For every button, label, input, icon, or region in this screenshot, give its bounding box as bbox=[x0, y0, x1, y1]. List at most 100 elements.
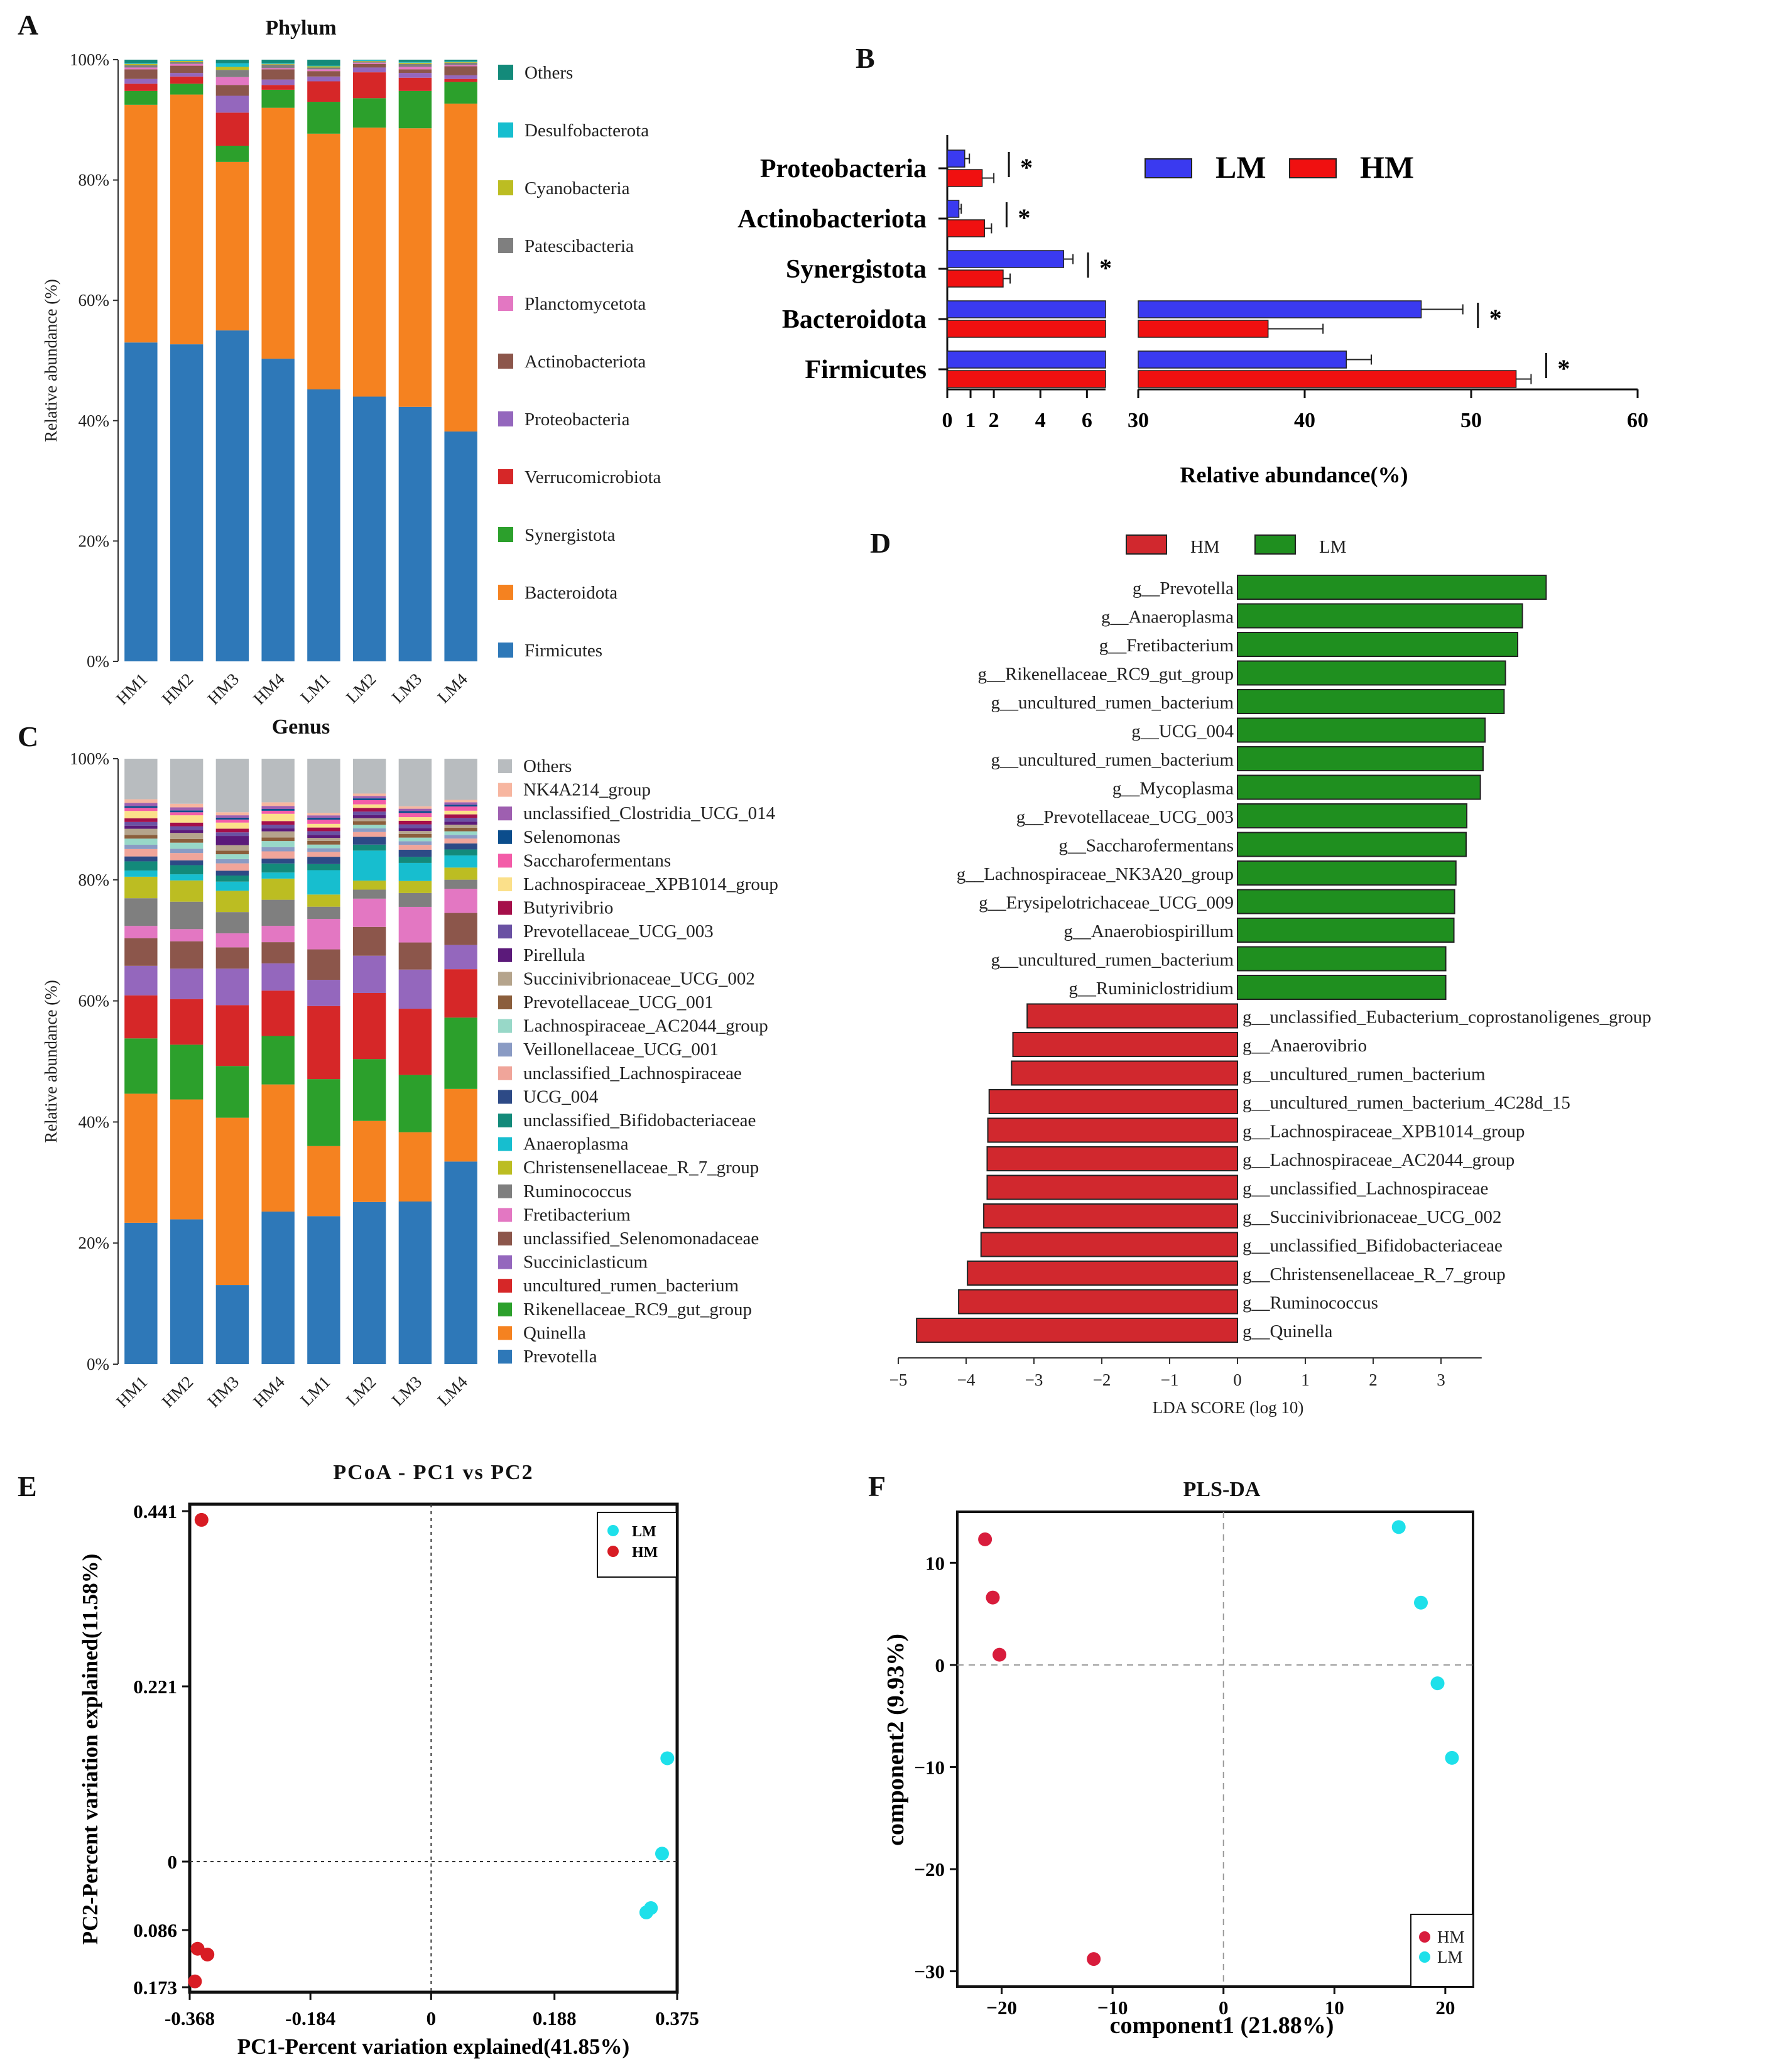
bar-segment bbox=[398, 90, 432, 129]
legend-label: Others bbox=[523, 756, 572, 776]
legend-box bbox=[597, 1512, 677, 1578]
bar-segment bbox=[444, 879, 477, 889]
lda-bar-HM bbox=[986, 1174, 1238, 1200]
bar-segment bbox=[215, 817, 249, 820]
legend-label: Lachnospiraceae_AC2044_group bbox=[523, 1016, 768, 1036]
bar-segment bbox=[215, 968, 249, 1006]
panel-letter-B: B bbox=[856, 42, 875, 74]
bar-segment bbox=[170, 842, 204, 849]
panel-letter-C: C bbox=[18, 720, 38, 752]
chart-title: PCoA - PC1 vs PC2 bbox=[333, 1461, 533, 1484]
bar-segment bbox=[352, 926, 386, 956]
bar-segment bbox=[215, 854, 249, 859]
legend-swatch bbox=[498, 1232, 512, 1245]
bar-segment bbox=[352, 60, 386, 61]
legend-swatch bbox=[498, 1114, 512, 1127]
legend-swatch bbox=[498, 1019, 512, 1033]
bar-segment bbox=[170, 810, 204, 813]
bar-segment bbox=[444, 66, 477, 75]
bar-segment bbox=[261, 359, 295, 661]
plot-frame bbox=[188, 1502, 679, 1994]
bar-segment bbox=[261, 847, 295, 852]
lda-bar-label: g__Rikenellaceae_RC9_gut_group bbox=[977, 664, 1234, 685]
x-axis-label: LDA SCORE (log 10) bbox=[1153, 1398, 1304, 1417]
bar-segment bbox=[170, 865, 204, 875]
bar-segment bbox=[124, 806, 158, 808]
legend-label: Planctomycetota bbox=[525, 294, 646, 314]
bar-segment bbox=[170, 60, 204, 62]
bar-segment bbox=[215, 881, 249, 891]
bar-segment bbox=[352, 62, 386, 64]
bar-segment bbox=[170, 60, 204, 61]
bar-segment bbox=[444, 800, 477, 803]
bar-segment bbox=[261, 1084, 295, 1212]
bar-segment bbox=[398, 63, 432, 67]
bar-segment bbox=[307, 831, 340, 835]
bar-segment bbox=[261, 878, 295, 900]
category-label: Bacteroidota bbox=[782, 305, 927, 334]
legend-swatch bbox=[498, 1326, 512, 1340]
bar-segment bbox=[307, 949, 340, 980]
bar-segment bbox=[444, 849, 477, 856]
bar-segment bbox=[261, 863, 295, 873]
bar-segment bbox=[398, 841, 432, 845]
bar-segment bbox=[398, 906, 432, 943]
bar-segment bbox=[398, 892, 432, 907]
bar-segment bbox=[124, 799, 158, 803]
y-axis-label: component2 (9.93%) bbox=[883, 1634, 909, 1846]
lda-bar-label: g__uncultured_rumen_bacterium bbox=[991, 950, 1234, 970]
x-tick-label: LM2 bbox=[342, 1372, 379, 1409]
panel-letter-E: E bbox=[18, 1470, 37, 1502]
point-LM bbox=[1391, 1520, 1406, 1534]
bar-segment bbox=[398, 406, 432, 661]
x-tick-label: 1 bbox=[1301, 1370, 1310, 1389]
bar-segment bbox=[215, 1005, 249, 1066]
lda-bar-LM bbox=[1237, 717, 1486, 743]
bar-segment bbox=[124, 79, 158, 84]
bar-segment bbox=[215, 330, 249, 661]
legend-swatch bbox=[1126, 534, 1167, 555]
lda-bar-HM bbox=[986, 1146, 1238, 1171]
legend-label: LM bbox=[1319, 537, 1347, 557]
x-tick-label: −3 bbox=[1025, 1370, 1043, 1389]
bar-LM-left bbox=[947, 350, 1106, 369]
legend-swatch bbox=[498, 411, 513, 426]
bar-segment bbox=[124, 104, 158, 343]
panel-letter-D: D bbox=[870, 527, 891, 559]
bar-segment bbox=[215, 1285, 249, 1364]
lda-bar-HM bbox=[967, 1261, 1239, 1286]
bar-segment bbox=[261, 872, 295, 879]
bar-segment bbox=[444, 62, 477, 63]
bar-segment bbox=[352, 72, 386, 99]
x-tick-label: 0 bbox=[427, 2007, 437, 2029]
bar-segment bbox=[307, 60, 340, 66]
legend-swatch bbox=[498, 585, 513, 600]
lda-bar-label: g__UCG_004 bbox=[1131, 722, 1234, 742]
y-tick-label: 60% bbox=[79, 291, 110, 310]
bar-segment bbox=[124, 342, 158, 661]
bar-segment bbox=[261, 64, 295, 68]
lda-bar-label: g__Lachnospiraceae_NK3A20_group bbox=[957, 864, 1234, 884]
bar-segment bbox=[352, 67, 386, 73]
category-label: Synergistota bbox=[786, 255, 927, 284]
point-LM bbox=[655, 1847, 669, 1861]
bar-segment bbox=[444, 827, 477, 832]
bar-segment bbox=[352, 955, 386, 993]
legend-swatch bbox=[498, 1161, 512, 1175]
bar-segment bbox=[307, 819, 340, 824]
x-tick-label: 0 bbox=[942, 409, 953, 432]
y-tick-label: −30 bbox=[914, 1961, 945, 1983]
y-tick-label: 0.441 bbox=[133, 1500, 177, 1522]
legend-marker bbox=[1419, 1951, 1430, 1963]
bar-segment bbox=[444, 60, 477, 62]
legend-swatch bbox=[498, 972, 512, 986]
bar-segment bbox=[352, 396, 386, 661]
bar-segment bbox=[215, 836, 249, 845]
y-tick-label: 100% bbox=[70, 749, 109, 768]
legend-label: Proteobacteria bbox=[525, 410, 630, 430]
lda-bar-LM bbox=[1237, 774, 1481, 800]
bar-segment bbox=[398, 1201, 432, 1364]
significance-mark: * bbox=[1099, 254, 1112, 282]
x-tick-label: LM3 bbox=[388, 1372, 425, 1409]
bar-segment bbox=[261, 806, 295, 810]
